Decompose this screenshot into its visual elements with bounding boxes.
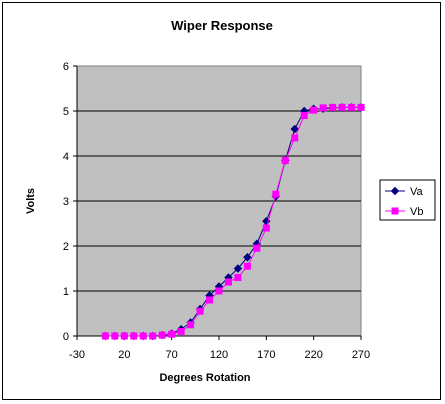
series-layer: [101, 103, 366, 341]
x-tick-label: 20: [118, 349, 130, 361]
data-point: [319, 104, 327, 112]
data-point: [243, 262, 251, 270]
data-point: [111, 332, 119, 340]
data-point: [253, 244, 261, 252]
series-vb: [101, 103, 365, 340]
data-point: [168, 330, 176, 338]
data-point: [177, 328, 185, 335]
legend-label: Va: [410, 186, 424, 198]
data-point: [329, 103, 337, 111]
y-tick-label: 4: [63, 151, 69, 163]
data-point: [233, 264, 243, 273]
legend: Va Vb: [379, 179, 436, 221]
y-tick-label: 6: [63, 61, 69, 73]
chart-title: Wiper Response: [171, 18, 273, 33]
x-axis-label: Degrees Rotation: [159, 372, 250, 384]
y-tick-label: 3: [63, 196, 69, 208]
x-tick-label: 70: [166, 349, 178, 361]
data-point: [290, 124, 299, 134]
data-point: [300, 112, 308, 119]
data-point: [272, 190, 280, 198]
data-point: [262, 224, 270, 232]
data-point: [215, 287, 223, 295]
data-point: [281, 157, 289, 164]
data-point: [243, 253, 252, 262]
data-point: [206, 296, 214, 304]
data-point: [357, 103, 365, 111]
y-tick-labels: 0 1 2 3 4 5 6: [63, 61, 69, 343]
data-point: [224, 278, 232, 286]
data-point: [234, 274, 242, 281]
data-point: [348, 103, 356, 111]
data-point: [130, 332, 138, 340]
y-tick-label: 1: [63, 286, 69, 298]
x-tick-label: -30: [69, 349, 85, 361]
data-point: [149, 332, 157, 340]
x-tick-labels: -30 20 70 120 170 220 270: [69, 349, 370, 361]
y-axis-label: Volts: [25, 188, 37, 214]
legend-marker: [390, 186, 400, 196]
x-tick-label: 170: [257, 349, 275, 361]
series-line: [105, 106, 361, 337]
legend-label: Vb: [410, 206, 423, 218]
data-point: [291, 134, 299, 142]
legend-box: [379, 179, 436, 221]
y-tick-label: 5: [63, 106, 69, 118]
data-point: [196, 307, 204, 315]
legend-marker: [391, 207, 399, 215]
data-point: [120, 332, 128, 340]
data-point: [310, 106, 318, 114]
data-point: [139, 332, 147, 340]
x-tick-label: 220: [304, 349, 322, 361]
x-tick-label: 270: [352, 349, 370, 361]
data-point: [187, 321, 195, 329]
y-tick-label: 0: [63, 331, 69, 343]
x-tick-label: 120: [210, 349, 228, 361]
data-point: [101, 332, 109, 340]
data-point: [338, 103, 346, 111]
y-tick-label: 2: [63, 241, 69, 253]
data-point: [158, 331, 166, 339]
